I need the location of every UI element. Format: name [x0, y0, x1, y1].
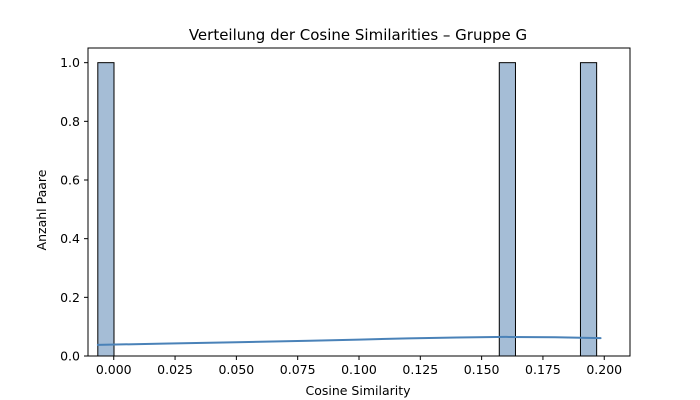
x-tick-label: 0.150	[464, 362, 500, 377]
y-tick-label: 0.6	[60, 173, 80, 188]
y-tick-label: 0.2	[60, 290, 80, 305]
x-tick-label: 0.025	[157, 362, 193, 377]
axes-layer	[87, 47, 631, 357]
x-tick-label: 0.000	[96, 362, 132, 377]
y-tick-label: 0.0	[60, 349, 80, 364]
y-tick-label: 0.4	[60, 231, 80, 246]
bars-layer	[97, 62, 598, 357]
kde-line	[96, 335, 602, 346]
ticks-layer: 0.000 0.025 0.050 0.075 0.100 0.125 0.150 0.175…	[60, 55, 622, 377]
x-tick-label: 0.100	[341, 362, 377, 377]
histogram-bar-1	[97, 62, 115, 357]
histogram-bar-2	[498, 62, 516, 357]
x-tick-label: 0.125	[402, 362, 438, 377]
x-tick-label: 0.050	[218, 362, 254, 377]
histogram-bar-3	[579, 62, 598, 357]
chart-title: Verteilung der Cosine Similarities – Gru…	[189, 26, 527, 44]
y-tick-label: 0.8	[60, 114, 80, 129]
plot-frame	[87, 47, 631, 357]
x-tick-label: 0.175	[525, 362, 561, 377]
kde-layer	[96, 335, 602, 346]
x-axis-title: Cosine Similarity	[305, 383, 411, 398]
y-axis-title: Anzahl Paare	[34, 169, 49, 250]
x-tick-label: 0.200	[586, 362, 622, 377]
y-tick-label: 1.0	[60, 55, 80, 70]
x-tick-label: 0.075	[280, 362, 316, 377]
